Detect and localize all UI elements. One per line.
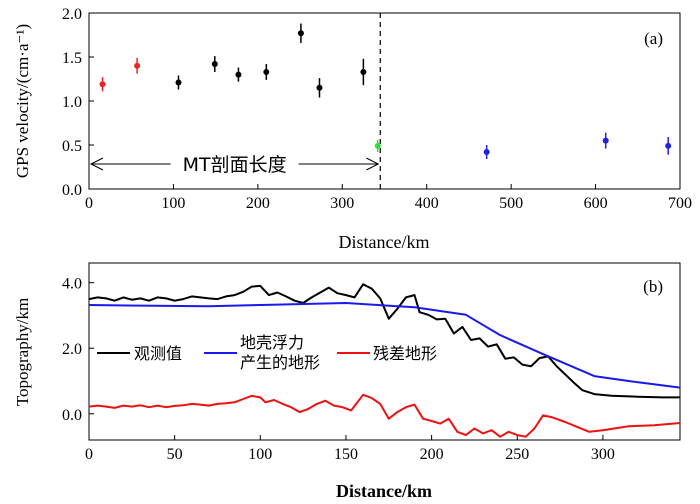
mt-profile-length-annotation: MT剖面长度: [89, 152, 380, 176]
legend-label-crustal-buoyancy-line-1: 地壳浮力: [240, 333, 304, 352]
panel-b-xtick-label: 100: [248, 446, 272, 463]
panel-b-xtick-label: 0: [85, 446, 93, 463]
annotation-label-background: [170, 152, 299, 176]
panel-b-topography: 0 50 100 150 200 250 300 0.0 2.0 4.0 观测值 地壳浮力 产生的…: [13, 262, 681, 501]
panel-b-label: (b): [643, 277, 663, 296]
panel-a-xtick-label: 300: [330, 195, 354, 212]
panel-a-ytick-label: 0.0: [62, 182, 82, 199]
panel-a-xtick-label: 700: [668, 195, 692, 212]
velocity-point-black: [297, 30, 304, 37]
panel-a-label: (a): [644, 29, 663, 48]
legend: 观测值 地壳浮力 产生的地形 残差地形: [97, 333, 437, 372]
annotation-arrow-left-head: [89, 157, 104, 171]
panel-b-xtick-label: 50: [167, 446, 183, 463]
panel-a-xtick-label: 400: [415, 195, 439, 212]
panel-a-ytick-label: 2.0: [62, 6, 82, 23]
residual-topography-line: [88, 393, 681, 438]
legend-label-crustal-buoyancy: 地壳浮力 产生的地形: [240, 333, 320, 372]
panel-b-ytick-label: 0.0: [62, 407, 82, 424]
legend-label-residual: 残差地形: [373, 344, 437, 363]
velocity-point-black: [316, 84, 323, 91]
panel-b-ytick-label: 4.0: [62, 276, 82, 293]
panel-b-frame: [88, 262, 681, 441]
velocity-point-black: [263, 68, 270, 75]
panel-a-xtick-label: 500: [499, 195, 523, 212]
annotation-label: MT剖面长度: [183, 154, 287, 176]
panel-a-gps-velocity: 0 100 200 300 400 500 600 700 0.0 0.5 1.0 1.5 2.0 MT…: [13, 6, 692, 252]
velocity-point-black: [175, 79, 182, 86]
velocity-point-blue: [483, 149, 490, 156]
velocity-point-black: [235, 71, 242, 78]
crustal-buoyancy-topography-line: [88, 302, 681, 389]
panel-b-xtick-label: 200: [420, 446, 444, 463]
panel-a-ytick-label: 1.0: [62, 94, 82, 111]
velocity-point-red: [134, 62, 141, 69]
legend-label-observed: 观测值: [134, 344, 182, 363]
panel-b-ytick-label: 2.0: [62, 341, 82, 358]
panel-a-xtick-label: 200: [246, 195, 270, 212]
panel-a-xtick-label: 600: [584, 195, 608, 212]
velocity-point-black: [360, 68, 367, 75]
panel-b-xtick-label: 300: [591, 446, 615, 463]
panel-b-xtick-label: 150: [334, 446, 358, 463]
velocity-point-blue: [602, 137, 609, 144]
velocity-point-black: [211, 61, 218, 68]
velocity-point-green: [374, 142, 381, 149]
panel-a-xlabel: Distance/km: [339, 232, 430, 252]
panel-b-ylabel: Topography/km: [13, 298, 32, 406]
panel-a-xtick-label: 0: [85, 195, 93, 212]
velocity-point-red: [99, 81, 106, 88]
panel-a-xtick-label: 100: [161, 195, 185, 212]
panel-a-ytick-label: 1.5: [62, 50, 82, 67]
annotation-arrow-right-head: [366, 157, 380, 171]
legend-label-crustal-buoyancy-line-2: 产生的地形: [240, 353, 320, 372]
panel-a-ytick-label: 0.5: [62, 138, 82, 155]
velocity-point-blue: [665, 142, 672, 149]
observed-topography-line: [88, 283, 680, 399]
panel-b-xtick-label: 250: [505, 446, 529, 463]
panel-a-ylabel: GPS velocity/(cm·a⁻¹): [13, 24, 32, 178]
panel-b-xlabel: Distance/km: [336, 481, 432, 501]
